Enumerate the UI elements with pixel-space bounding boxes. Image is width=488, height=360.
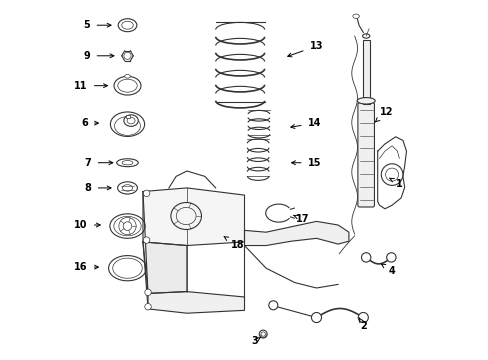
Text: 8: 8 [84, 183, 111, 193]
Ellipse shape [118, 19, 137, 32]
Ellipse shape [352, 14, 359, 18]
Ellipse shape [122, 161, 133, 165]
Polygon shape [148, 292, 244, 313]
Text: 2: 2 [359, 318, 366, 331]
Text: 1: 1 [388, 178, 402, 189]
Text: 11: 11 [74, 81, 107, 91]
Circle shape [311, 312, 321, 323]
Ellipse shape [124, 75, 130, 78]
Circle shape [381, 164, 402, 185]
Ellipse shape [170, 202, 201, 230]
FancyBboxPatch shape [125, 115, 130, 118]
Text: 12: 12 [374, 107, 393, 122]
Circle shape [123, 222, 132, 230]
Ellipse shape [268, 301, 277, 310]
Circle shape [358, 312, 367, 323]
Circle shape [144, 303, 151, 310]
Text: 4: 4 [381, 264, 395, 276]
Circle shape [361, 253, 370, 262]
Ellipse shape [362, 34, 369, 38]
Circle shape [386, 253, 395, 262]
Circle shape [143, 190, 149, 197]
Text: 9: 9 [83, 51, 114, 61]
Ellipse shape [176, 207, 196, 225]
Circle shape [123, 52, 131, 59]
Ellipse shape [114, 76, 141, 95]
Text: 17: 17 [293, 214, 309, 224]
Ellipse shape [108, 256, 146, 281]
Circle shape [119, 217, 136, 235]
Ellipse shape [118, 79, 137, 92]
Polygon shape [142, 188, 244, 246]
Text: 6: 6 [81, 118, 98, 128]
Ellipse shape [113, 258, 142, 278]
Text: 10: 10 [74, 220, 100, 230]
Ellipse shape [259, 330, 266, 338]
FancyBboxPatch shape [362, 40, 369, 104]
Text: 18: 18 [224, 237, 244, 250]
Ellipse shape [110, 214, 145, 238]
Circle shape [144, 289, 151, 296]
Ellipse shape [122, 185, 132, 191]
Circle shape [143, 237, 149, 243]
Ellipse shape [261, 332, 265, 336]
Ellipse shape [122, 21, 133, 29]
Ellipse shape [127, 117, 135, 124]
Ellipse shape [356, 98, 374, 104]
Circle shape [385, 168, 398, 181]
FancyBboxPatch shape [357, 103, 374, 207]
Text: 13: 13 [287, 41, 323, 57]
Ellipse shape [114, 216, 141, 236]
Text: 5: 5 [83, 20, 111, 30]
Ellipse shape [123, 115, 138, 126]
Text: 7: 7 [84, 158, 113, 168]
Text: 16: 16 [74, 262, 98, 272]
Polygon shape [244, 221, 348, 246]
Text: 14: 14 [290, 118, 321, 129]
Polygon shape [142, 242, 186, 293]
Text: 3: 3 [251, 336, 260, 346]
Ellipse shape [114, 117, 140, 135]
Ellipse shape [117, 182, 137, 194]
Text: 15: 15 [291, 158, 321, 168]
Ellipse shape [110, 112, 144, 136]
Ellipse shape [117, 159, 138, 167]
